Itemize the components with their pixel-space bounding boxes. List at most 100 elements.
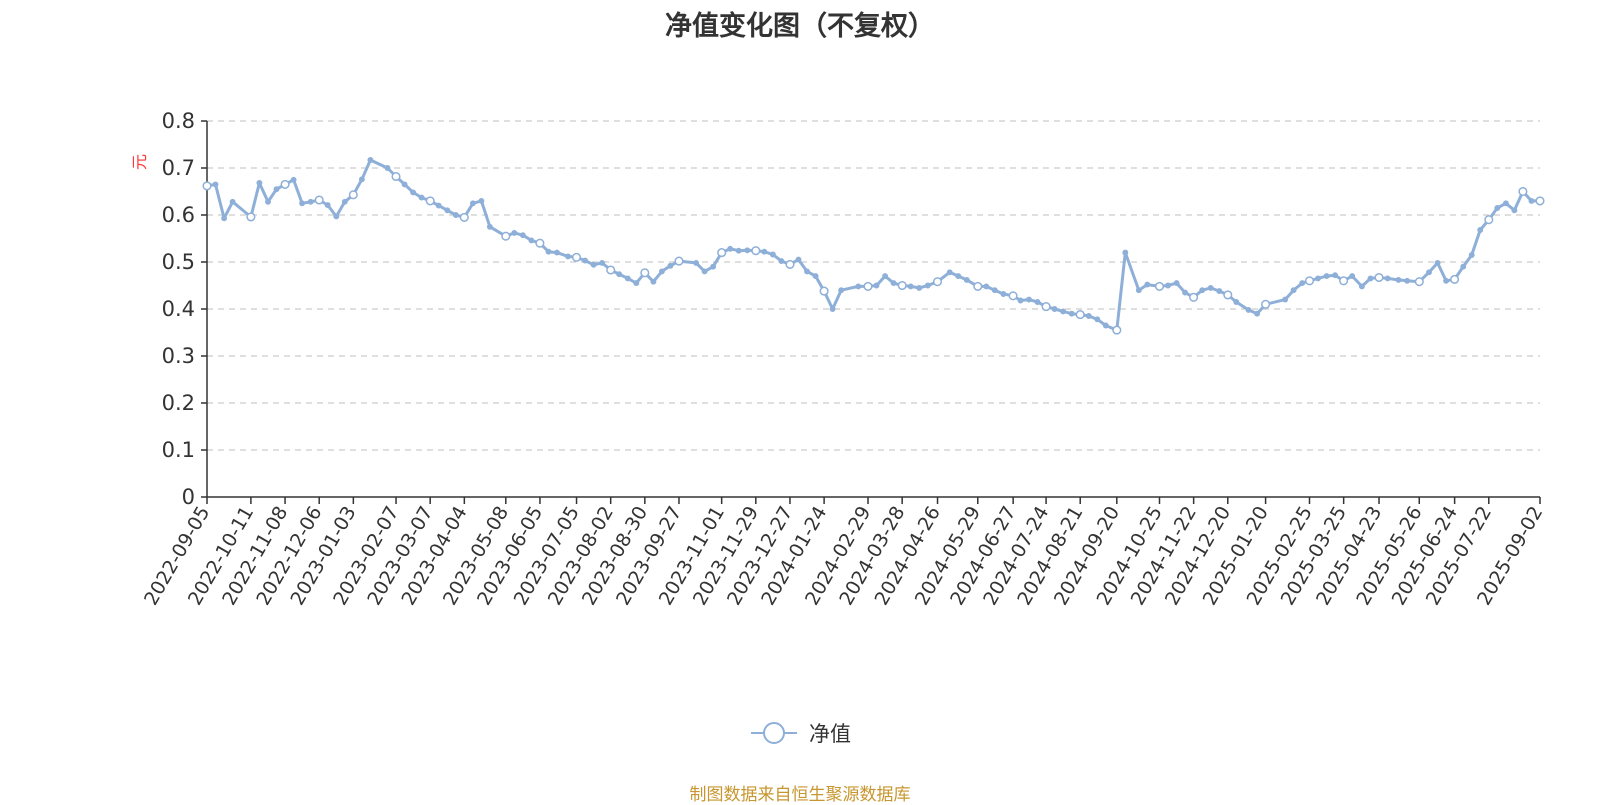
data-point[interactable]	[1144, 281, 1151, 288]
data-point[interactable]	[1051, 306, 1058, 312]
data-point[interactable]	[667, 262, 674, 269]
data-point[interactable]	[1290, 287, 1297, 294]
data-point[interactable]	[1000, 291, 1007, 297]
data-point[interactable]	[1384, 275, 1391, 282]
data-point[interactable]	[1339, 276, 1349, 286]
data-point[interactable]	[1122, 249, 1129, 256]
data-point[interactable]	[299, 200, 306, 207]
data-point[interactable]	[307, 198, 314, 205]
data-point[interactable]	[1223, 290, 1233, 300]
data-point[interactable]	[358, 176, 365, 183]
data-point[interactable]	[1207, 284, 1214, 291]
data-point[interactable]	[701, 268, 708, 275]
data-point[interactable]	[624, 275, 631, 282]
data-point[interactable]	[606, 265, 616, 275]
data-point[interactable]	[1060, 308, 1067, 315]
data-point[interactable]	[744, 247, 751, 254]
data-point[interactable]	[932, 277, 943, 287]
data-point[interactable]	[1511, 207, 1518, 214]
data-point[interactable]	[963, 276, 970, 283]
data-point[interactable]	[256, 180, 263, 186]
data-point[interactable]	[1182, 289, 1189, 296]
data-point[interactable]	[1414, 277, 1424, 287]
data-point[interactable]	[1395, 276, 1402, 283]
data-point[interactable]	[761, 248, 768, 255]
data-point[interactable]	[528, 237, 535, 244]
data-point[interactable]	[501, 231, 511, 241]
data-point[interactable]	[735, 247, 742, 254]
data-point[interactable]	[391, 171, 401, 182]
data-point[interactable]	[246, 212, 256, 222]
data-point[interactable]	[565, 253, 571, 260]
data-point[interactable]	[1374, 272, 1384, 283]
data-point[interactable]	[838, 287, 845, 294]
data-point[interactable]	[341, 198, 348, 205]
data-point[interactable]	[1494, 205, 1501, 211]
data-point[interactable]	[1094, 316, 1101, 323]
data-point[interactable]	[717, 248, 727, 258]
data-point[interactable]	[202, 181, 212, 191]
data-point[interactable]	[829, 306, 836, 312]
data-point[interactable]	[924, 282, 931, 289]
data-point[interactable]	[1233, 299, 1240, 305]
data-point[interactable]	[819, 286, 829, 296]
data-point[interactable]	[1075, 310, 1085, 320]
data-point[interactable]	[554, 249, 560, 256]
data-point[interactable]	[1443, 277, 1450, 284]
data-point[interactable]	[1404, 277, 1411, 284]
data-point[interactable]	[1034, 299, 1041, 305]
data-point[interactable]	[590, 261, 597, 268]
data-point[interactable]	[444, 207, 451, 214]
data-point[interactable]	[693, 259, 700, 266]
data-point[interactable]	[1008, 291, 1018, 301]
data-point[interactable]	[1282, 296, 1289, 303]
data-point[interactable]	[229, 198, 236, 205]
data-point[interactable]	[616, 271, 623, 278]
data-point[interactable]	[897, 280, 907, 291]
data-point[interactable]	[459, 212, 469, 222]
data-point[interactable]	[795, 256, 802, 263]
data-point[interactable]	[545, 248, 552, 255]
data-point[interactable]	[863, 281, 873, 291]
data-point[interactable]	[435, 202, 442, 209]
data-point[interactable]	[882, 273, 889, 280]
data-point[interactable]	[401, 181, 408, 188]
data-point[interactable]	[1484, 215, 1494, 225]
data-point[interactable]	[1165, 282, 1171, 289]
data-point[interactable]	[1304, 276, 1315, 286]
data-point[interactable]	[367, 157, 374, 163]
data-point[interactable]	[1261, 299, 1271, 309]
data-point[interactable]	[265, 198, 271, 205]
data-point[interactable]	[973, 281, 983, 291]
data-point[interactable]	[873, 282, 880, 289]
data-point[interactable]	[855, 283, 862, 290]
data-point[interactable]	[1358, 283, 1365, 290]
data-point[interactable]	[212, 181, 219, 188]
data-point[interactable]	[511, 229, 518, 236]
data-point[interactable]	[599, 259, 606, 266]
data-point[interactable]	[1477, 227, 1484, 233]
data-point[interactable]	[983, 283, 990, 290]
data-point[interactable]	[1041, 302, 1051, 312]
data-point[interactable]	[221, 215, 228, 222]
data-point[interactable]	[1245, 306, 1252, 313]
data-point[interactable]	[519, 232, 526, 239]
data-point[interactable]	[650, 278, 657, 285]
data-point[interactable]	[418, 194, 425, 201]
data-point[interactable]	[907, 283, 914, 290]
data-point[interactable]	[1315, 275, 1321, 282]
data-point[interactable]	[1450, 274, 1460, 284]
data-point[interactable]	[674, 256, 684, 266]
data-point[interactable]	[1216, 288, 1223, 295]
data-point[interactable]	[1017, 297, 1024, 304]
data-point[interactable]	[1299, 280, 1306, 287]
data-point[interactable]	[571, 252, 582, 262]
data-point[interactable]	[1502, 200, 1509, 207]
data-point[interactable]	[324, 202, 331, 209]
data-point[interactable]	[1460, 263, 1467, 270]
data-point[interactable]	[751, 246, 761, 256]
data-point[interactable]	[425, 196, 435, 206]
data-point[interactable]	[1349, 273, 1356, 280]
data-point[interactable]	[280, 179, 290, 189]
data-point[interactable]	[633, 280, 640, 287]
